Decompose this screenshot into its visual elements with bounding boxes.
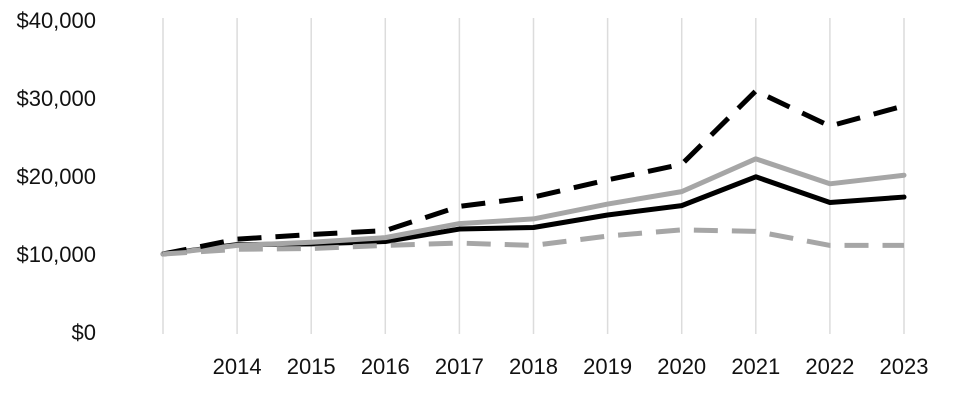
y-tick-label: $20,000 [16, 164, 96, 189]
x-tick-label: 2018 [509, 354, 558, 379]
x-tick-label: 2022 [805, 354, 854, 379]
x-tick-label: 2021 [731, 354, 780, 379]
x-tick-label: 2015 [287, 354, 336, 379]
x-tick-label: 2014 [213, 354, 262, 379]
x-tick-label: 2023 [880, 354, 929, 379]
y-tick-label: $40,000 [16, 8, 96, 33]
series-lines [160, 88, 907, 257]
y-tick-label: $30,000 [16, 86, 96, 111]
x-tick-label: 2017 [435, 354, 484, 379]
x-tick-label: 2019 [583, 354, 632, 379]
x-tick-label: 2016 [361, 354, 410, 379]
series-line-4 [162, 227, 904, 257]
series-line-3 [162, 88, 905, 257]
y-tick-label: $10,000 [16, 242, 96, 267]
y-axis-tick-labels: $0 $10,000 $20,000 $30,000 $40,000 [16, 8, 96, 345]
series-line-2 [160, 156, 907, 257]
x-axis-tick-labels: 2014 2015 2016 2017 2018 2019 2020 2021 2022 2023 [213, 354, 929, 379]
x-tick-label: 2020 [657, 354, 706, 379]
y-tick-label: $0 [72, 320, 96, 345]
gridlines [162, 18, 905, 334]
